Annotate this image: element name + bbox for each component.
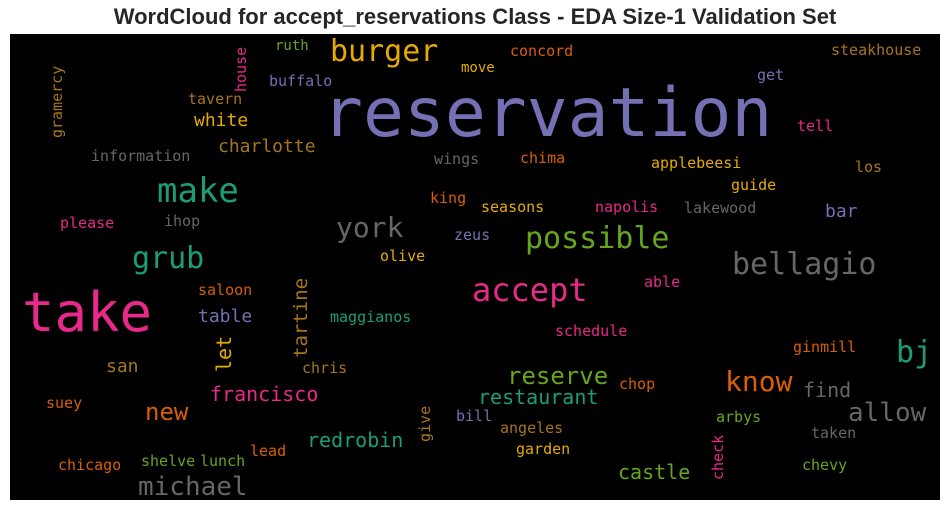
word-angeles: angeles — [500, 419, 564, 437]
word-los: los — [855, 158, 883, 176]
word-please: please — [60, 214, 115, 232]
word-let: let — [212, 335, 236, 372]
chart-title: WordCloud for accept_reservations Class … — [113, 4, 837, 29]
word-table: table — [198, 306, 253, 327]
word-ihop: ihop — [164, 212, 201, 230]
word-cloud: reservation take burger make accept poss… — [10, 34, 940, 500]
word-ruth: ruth — [275, 38, 309, 54]
word-charlotte: charlotte — [218, 136, 316, 157]
word-arbys: arbys — [716, 408, 762, 426]
word-new: new — [145, 398, 189, 426]
word-suey: suey — [46, 394, 83, 412]
word-guide: guide — [731, 176, 777, 194]
word-chop: chop — [619, 375, 656, 393]
word-zeus: zeus — [454, 226, 491, 244]
word-chima: chima — [520, 149, 566, 167]
word-saloon: saloon — [198, 281, 253, 299]
word-know: know — [725, 365, 793, 398]
word-ginmill: ginmill — [793, 338, 857, 356]
word-san: san — [106, 356, 139, 377]
word-schedule: schedule — [555, 322, 628, 340]
word-concord: concord — [510, 42, 574, 60]
word-bellagio: bellagio — [732, 247, 877, 282]
word-information: information — [91, 147, 191, 165]
word-chris: chris — [302, 359, 348, 377]
word-wings: wings — [434, 150, 480, 168]
word-garden: garden — [516, 440, 571, 458]
word-applebeesi: applebeesi — [651, 154, 742, 172]
word-napolis: napolis — [595, 198, 659, 216]
word-lunch: lunch — [200, 452, 246, 470]
word-burger: burger — [330, 34, 439, 69]
word-find: find — [803, 378, 852, 402]
word-redrobin: redrobin — [307, 428, 404, 452]
word-restaurant: restaurant — [478, 385, 599, 409]
word-lakewood: lakewood — [684, 199, 757, 217]
word-move: move — [461, 60, 495, 76]
word-chevy: chevy — [802, 456, 848, 474]
word-castle: castle — [618, 460, 691, 484]
word-king: king — [430, 189, 467, 207]
word-bar: bar — [825, 201, 858, 222]
word-possible: possible — [525, 221, 670, 256]
word-steakhouse: steakhouse — [831, 41, 922, 59]
word-house: house — [232, 46, 250, 92]
word-allow: allow — [848, 398, 927, 428]
word-tartine: tartine — [290, 277, 312, 358]
word-able: able — [644, 273, 681, 291]
word-reserve: reserve — [507, 362, 609, 390]
word-tavern: tavern — [188, 90, 243, 108]
word-francisco: francisco — [210, 382, 319, 406]
word-michael: michael — [138, 472, 248, 500]
word-take: take — [22, 281, 153, 344]
word-bj: bj — [896, 335, 933, 370]
word-chicago: chicago — [58, 456, 122, 474]
word-get: get — [757, 66, 785, 84]
word-gramercy: gramercy — [48, 65, 66, 138]
word-give: give — [416, 405, 434, 442]
word-make: make — [157, 171, 239, 211]
word-reservation: reservation — [322, 74, 773, 153]
word-shelve: shelve — [141, 452, 196, 470]
word-york: york — [336, 211, 404, 244]
word-bill: bill — [456, 407, 493, 425]
word-seasons: seasons — [481, 198, 545, 216]
word-buffalo: buffalo — [269, 72, 333, 90]
word-grub: grub — [132, 241, 205, 276]
word-maggianos: maggianos — [330, 308, 412, 326]
word-taken: taken — [811, 424, 857, 442]
word-check: check — [709, 434, 727, 480]
word-lead: lead — [250, 442, 287, 460]
word-accept: accept — [472, 271, 588, 309]
word-olive: olive — [380, 247, 426, 265]
word-tell: tell — [797, 117, 834, 135]
word-white: white — [194, 110, 249, 131]
